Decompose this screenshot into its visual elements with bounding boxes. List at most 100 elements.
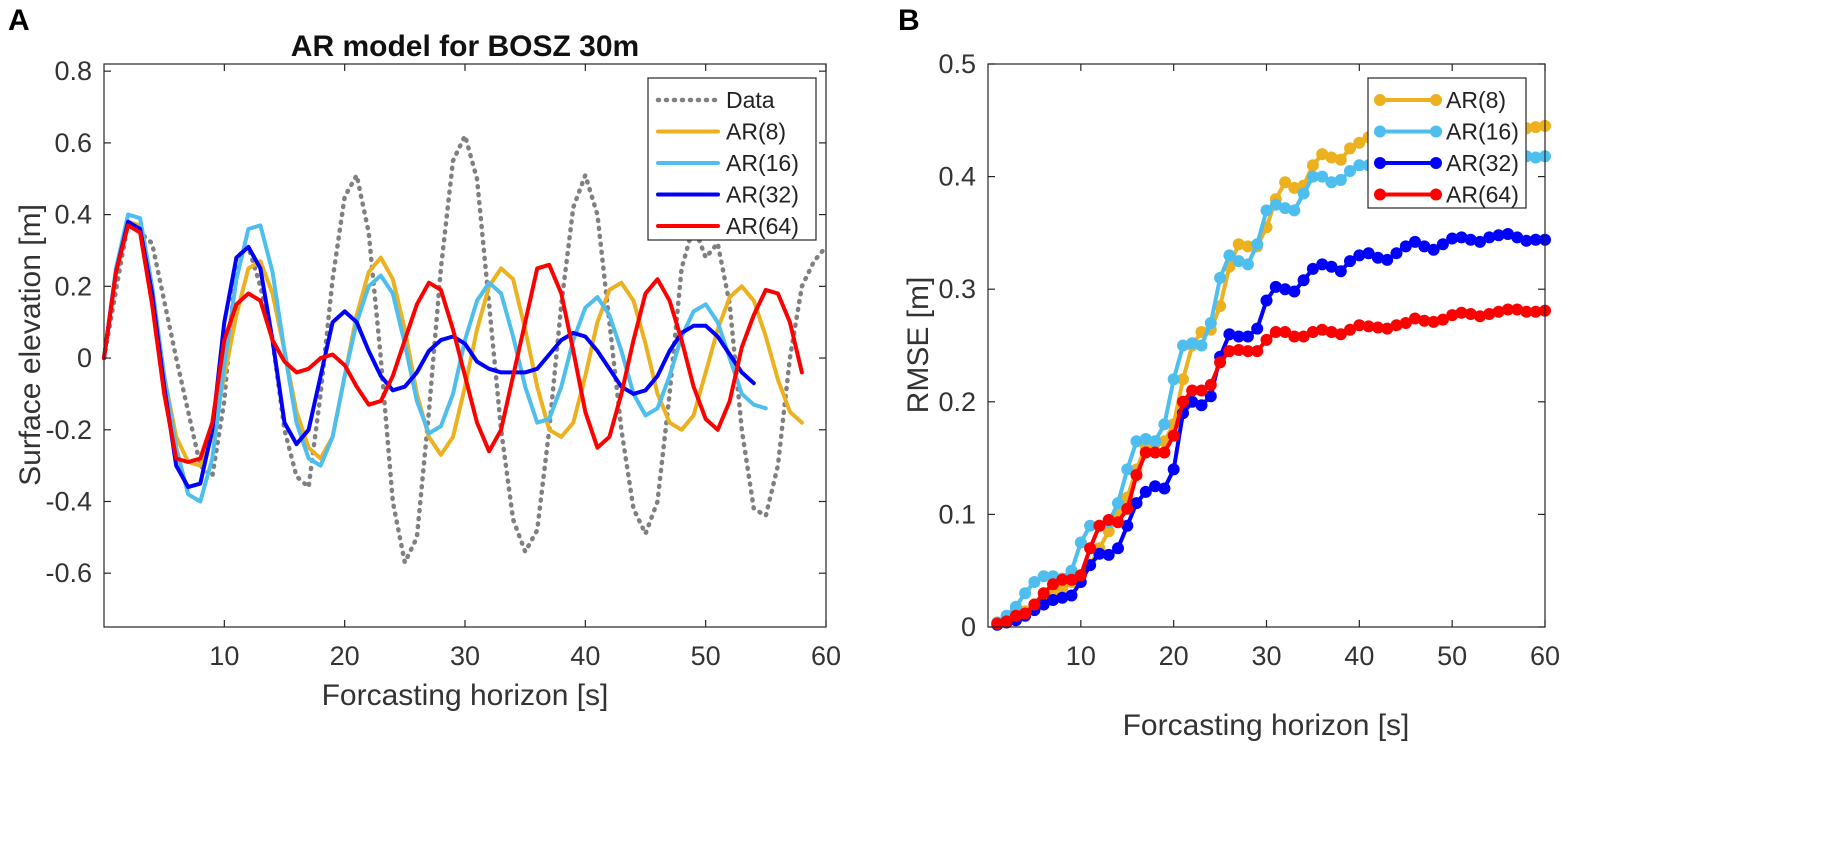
panel-b-point-ar-64: [1195, 384, 1208, 397]
panel-b-point-ar-64: [1084, 542, 1097, 555]
panel-b-legend-marker-ar-8: [1430, 94, 1442, 106]
panel-a-series-ar-64: [102, 223, 804, 464]
panel-b-point-ar-64: [1297, 330, 1310, 343]
panel-b-y-tick-label: 0.2: [938, 387, 976, 417]
panel-b-point-ar-16: [1009, 600, 1022, 613]
panel-b-point-ar-32: [1483, 231, 1496, 244]
panel-b-x-tick-label: 60: [1530, 641, 1560, 671]
panel-b-point-ar-32: [1418, 240, 1431, 253]
panel-b-point-ar-16: [1195, 339, 1208, 352]
panel-b-point-ar-64: [1446, 309, 1459, 322]
panel-b-point-ar-64: [1520, 305, 1533, 318]
panel-a-series-ar-32: [102, 219, 756, 490]
panel-b-point-ar-64: [1288, 330, 1301, 343]
panel-a-legend-label-ar-64: AR(64): [726, 213, 799, 239]
panel-b-point-ar-64: [1306, 326, 1319, 338]
panel-a-title: AR model for BOSZ 30m: [291, 30, 639, 63]
panel-b-point-ar-16: [1269, 198, 1282, 211]
panel-b-point-ar-16: [1214, 271, 1227, 284]
panel-a-x-tick-label: 30: [450, 641, 480, 671]
panel-a-x-tick-label: 40: [570, 641, 600, 671]
panel-b-point-ar-32: [1409, 235, 1421, 248]
panel-b-point-ar-32: [1390, 247, 1403, 260]
panel-a-series-ar-16: [102, 212, 768, 504]
panel-b-point-ar-32: [1306, 262, 1319, 275]
panel-b-point-ar-16: [1139, 433, 1152, 445]
panel-b-point-ar-8: [1288, 181, 1301, 194]
panel-b-point-ar-64: [1474, 310, 1486, 323]
panel-b-point-ar-32: [1158, 482, 1171, 495]
panel-b-point-ar-32: [1065, 589, 1078, 602]
panel-b-point-ar-32: [1130, 497, 1143, 510]
panel-b-point-ar-32: [1102, 548, 1115, 561]
panel-b-legend-label-ar-8: AR(8): [1446, 87, 1506, 113]
panel-b-point-ar-8: [1177, 373, 1189, 386]
panel-b-point-ar-16: [1344, 165, 1356, 177]
panel-b-legend: AR(8) AR(16) AR(32) AR(64): [1367, 77, 1527, 209]
panel-b-point-ar-16: [1316, 170, 1329, 183]
panel-b-point-ar-32: [1204, 390, 1217, 403]
panel-b-point-ar-32: [1353, 249, 1366, 262]
panel-b-point-ar-8: [1306, 159, 1319, 172]
panel-b-point-ar-16: [1325, 176, 1338, 189]
panel-b-letter: B: [898, 4, 920, 37]
panel-b-point-ar-64: [1214, 356, 1227, 369]
panel-b-point-ar-64: [1102, 514, 1115, 526]
panel-b-point-ar-32: [1492, 229, 1505, 242]
panel-b-legend-marker-ar-64: [1430, 188, 1442, 201]
panel-a-y-tick-label: 0.4: [54, 200, 92, 230]
panel-b-point-ar-64: [1344, 323, 1356, 336]
panel-b-point-ar-16: [1186, 337, 1199, 350]
panel-b-point-ar-32: [1186, 395, 1199, 408]
panel-b-point-ar-16: [1167, 373, 1180, 386]
panel-b-y-tick-label: 0.5: [938, 49, 976, 79]
panel-a-x-tick-label: 20: [330, 641, 360, 671]
panel-b-point-ar-16: [1279, 202, 1292, 215]
panel-b-point-ar-64: [1158, 446, 1171, 459]
panel-b-point-ar-64: [1000, 615, 1013, 628]
panel-b-point-ar-32: [1288, 285, 1301, 298]
panel-b-point-ar-32: [1149, 480, 1162, 493]
panel-a-legend-label-ar-16: AR(16): [726, 150, 799, 176]
panel-b-point-ar-32: [1520, 234, 1533, 247]
panel-a-x-axis-label: Forcasting horizon [s]: [322, 679, 609, 712]
panel-b-point-ar-8: [1325, 151, 1338, 164]
panel-a-y-tick-label: -0.2: [45, 415, 92, 445]
panel-b-point-ar-16: [1297, 187, 1310, 200]
panel-b-point-ar-16: [1223, 249, 1236, 262]
panel-b-point-ar-32: [1093, 547, 1106, 560]
panel-b-point-ar-32: [1325, 260, 1338, 273]
panel-b-point-ar-32: [1056, 591, 1069, 604]
panel-b-point-ar-32: [1464, 233, 1477, 246]
panel-b-point-ar-32: [1232, 330, 1245, 343]
panel-b-point-ar-16: [1177, 339, 1189, 352]
panel-a-y-tick-label: 0: [77, 343, 92, 373]
panel-b-point-ar-32: [1121, 519, 1134, 532]
panel-b-point-ar-64: [1529, 305, 1542, 318]
panel-b-y-axis-label: RMSE [m]: [902, 277, 935, 414]
panel-b-point-ar-32: [1399, 240, 1412, 253]
panel-b-point-ar-8: [1316, 148, 1329, 161]
panel-b-point-ar-32: [1427, 243, 1440, 256]
panel-b-point-ar-32: [1501, 228, 1514, 240]
panel-b-point-ar-64: [1464, 308, 1477, 320]
panel-b-point-ar-32: [1371, 251, 1384, 264]
panel-b-y-tick-label: 0.4: [938, 162, 976, 192]
panel-b-series-ar-32: [995, 232, 1547, 627]
panel-b-point-ar-64: [1399, 317, 1412, 329]
panel-a-legend: Data AR(8) AR(16) AR(32) AR(64): [647, 77, 817, 241]
panel-b-point-ar-32: [1112, 542, 1124, 555]
panel-b-point-ar-64: [1019, 607, 1032, 620]
panel-b-point-ar-64: [1427, 315, 1440, 328]
panel-b-point-ar-64: [1353, 319, 1366, 332]
panel-b-legend-marker-ar-32: [1374, 157, 1386, 169]
panel-a-y-tick-label: 0.2: [54, 271, 92, 301]
panel-b-point-ar-32: [1316, 258, 1329, 271]
panel-b-point-ar-32: [1260, 294, 1273, 307]
panel-b-point-ar-32: [1511, 231, 1524, 244]
panel-a-y-tick-label: -0.6: [45, 558, 92, 588]
panel-a: A AR model for BOSZ 30m 10 20 30 40 50 60 -0.6…: [8, 4, 841, 712]
panel-b-point-ar-16: [1074, 536, 1087, 549]
panel-b-point-ar-16: [1028, 576, 1041, 588]
